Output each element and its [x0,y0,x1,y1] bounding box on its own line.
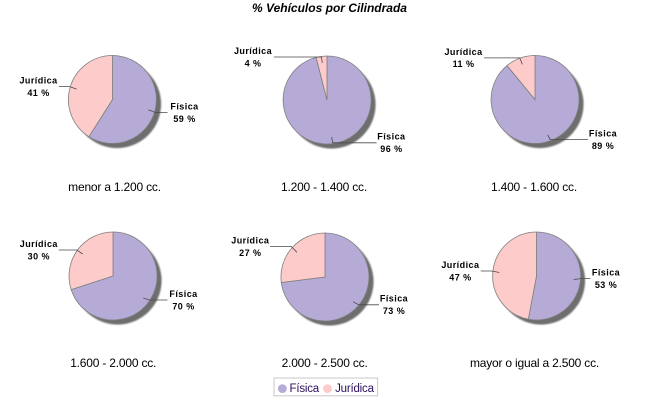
svg-text:Física: Física [170,101,199,111]
svg-text:1.400 - 1.600 cc.: 1.400 - 1.600 cc. [491,180,577,194]
svg-text:Física: Física [592,268,621,278]
svg-text:47 %: 47 % [449,272,471,282]
svg-text:% Vehículos por Cilindrada: % Vehículos por Cilindrada [252,1,407,15]
svg-text:Física: Física [589,129,618,139]
svg-text:Jurídica: Jurídica [444,47,483,57]
svg-text:Jurídica: Jurídica [441,260,480,270]
svg-text:27 %: 27 % [239,248,261,258]
svg-text:menor a 1.200 cc.: menor a 1.200 cc. [68,180,161,194]
svg-text:Jurídica: Jurídica [19,75,58,85]
svg-text:Jurídica: Jurídica [234,46,273,56]
svg-text:41 %: 41 % [27,88,49,98]
svg-text:1.200 - 1.400 cc.: 1.200 - 1.400 cc. [281,180,367,194]
svg-text:73 %: 73 % [383,306,405,316]
svg-text:1.600 - 2.000 cc.: 1.600 - 2.000 cc. [70,356,156,370]
svg-text:2.000 - 2.500 cc.: 2.000 - 2.500 cc. [282,356,368,370]
svg-text:89 %: 89 % [592,141,614,151]
svg-text:Física: Física [169,289,198,299]
svg-text:Física: Física [377,132,406,142]
svg-text:Jurídica: Jurídica [20,239,59,249]
svg-text:4 %: 4 % [245,58,262,68]
svg-text:96 %: 96 % [380,144,402,154]
svg-text:11 %: 11 % [453,59,475,69]
svg-text:70 %: 70 % [172,301,194,311]
svg-text:Física: Física [380,294,409,304]
svg-text:Física: Física [290,383,320,395]
svg-text:59 %: 59 % [173,114,195,124]
svg-text:53 %: 53 % [595,280,617,290]
svg-text:mayor o igual a 2.500 cc.: mayor o igual a 2.500 cc. [470,356,599,370]
svg-text:Jurídica: Jurídica [335,383,374,395]
svg-text:Jurídica: Jurídica [231,235,270,245]
svg-text:30 %: 30 % [28,251,50,261]
